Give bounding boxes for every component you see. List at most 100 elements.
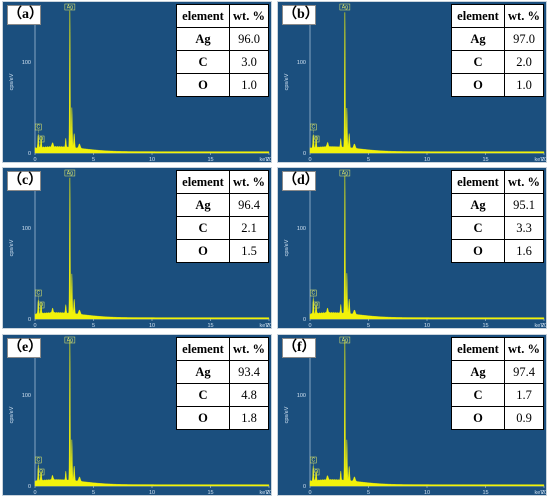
wt-cell: 96.0 xyxy=(229,27,269,51)
element-cell: Ag xyxy=(451,27,505,51)
element-cell: Ag xyxy=(176,27,230,51)
x-tick-label: 5 xyxy=(92,157,95,163)
element-cell: Ag xyxy=(176,193,230,217)
table-row: C 3.3 xyxy=(451,216,544,240)
eds-panel-d: 100 0 cps/eV 0 5 10 15 20 keV C O Ag （d） element wt. %… xyxy=(277,167,547,329)
x-tick-label: 15 xyxy=(482,157,488,163)
peak-label-text: Ag xyxy=(342,171,348,177)
y-tick-label: 100 xyxy=(22,393,31,399)
panel-label: （c） xyxy=(7,171,42,191)
x-tick-label: 15 xyxy=(207,323,213,329)
peak-label-text: C xyxy=(36,291,40,297)
spectrum-area xyxy=(34,177,270,320)
y-axis-label: cps/eV xyxy=(9,73,15,90)
x-tick-label: 10 xyxy=(424,323,430,329)
panel-label: （b） xyxy=(282,5,319,25)
table-row: C 3.0 xyxy=(176,50,269,74)
wt-cell: 97.0 xyxy=(504,27,544,51)
element-cell: Ag xyxy=(451,193,505,217)
element-cell: O xyxy=(451,239,505,263)
peak-label-box xyxy=(37,468,45,476)
spectrum-area xyxy=(34,10,270,154)
header-element: element xyxy=(451,4,505,28)
y-axis-label: cps/eV xyxy=(284,73,290,90)
peak-label-text: Ag xyxy=(67,5,73,11)
peak-marker-c: C xyxy=(310,289,317,300)
x-tick-label: 0 xyxy=(308,157,311,163)
peak-label-text: O xyxy=(314,303,318,309)
composition-table: element wt. % Ag 93.4 C 4.8 O 1.8 xyxy=(176,337,269,430)
panel-label: （f） xyxy=(282,338,316,358)
table-row: C 4.8 xyxy=(176,383,269,407)
x-tick-label: 10 xyxy=(149,323,155,329)
peak-label-text: O xyxy=(314,470,318,476)
spectrum-area xyxy=(309,175,545,320)
element-cell: C xyxy=(176,383,230,407)
wt-cell: 3.3 xyxy=(504,216,544,240)
table-row: C 1.7 xyxy=(451,383,544,407)
peak-label-box xyxy=(339,3,351,11)
peak-label-box xyxy=(339,169,351,177)
y-tick-label: 100 xyxy=(297,393,306,399)
element-cell: O xyxy=(451,73,505,97)
wt-cell: 93.4 xyxy=(229,360,269,384)
wt-cell: 1.6 xyxy=(504,239,544,263)
element-cell: C xyxy=(451,216,505,240)
table-row: O 1.0 xyxy=(176,73,269,97)
panel-label: （e） xyxy=(7,338,42,358)
x-tick-label: 15 xyxy=(207,157,213,163)
y-tick-label: 0 xyxy=(303,151,306,157)
y-axis-label: cps/eV xyxy=(9,406,15,423)
x-tick-label: 20 xyxy=(541,323,547,329)
x-tick-label: 20 xyxy=(541,157,547,163)
x-tick-label: 5 xyxy=(367,490,370,496)
x-axis-unit: keV xyxy=(260,157,270,163)
peak-label-text: C xyxy=(311,291,315,297)
table-row: C 2.1 xyxy=(176,216,269,240)
table-row: Ag 96.0 xyxy=(176,27,269,51)
element-cell: O xyxy=(451,406,505,430)
wt-cell: 4.8 xyxy=(229,383,269,407)
x-tick-label: 10 xyxy=(424,490,430,496)
peak-marker-c: C xyxy=(35,289,42,300)
y-tick-label: 0 xyxy=(28,317,31,323)
table-row: O 1.0 xyxy=(451,73,544,97)
x-tick-label: 0 xyxy=(33,157,36,163)
peak-label-box xyxy=(312,135,320,143)
y-tick-label: 100 xyxy=(297,60,306,66)
peak-label-text: Ag xyxy=(342,338,348,344)
x-tick-label: 0 xyxy=(308,323,311,329)
peak-label-text: Ag xyxy=(67,171,73,177)
wt-cell: 95.1 xyxy=(504,193,544,217)
wt-cell: 1.5 xyxy=(229,239,269,263)
x-tick-label: 5 xyxy=(367,323,370,329)
table-row: Ag 97.0 xyxy=(451,27,544,51)
x-tick-label: 5 xyxy=(92,490,95,496)
element-cell: C xyxy=(176,216,230,240)
peak-marker-c: C xyxy=(310,456,317,467)
peak-marker-ag: Ag xyxy=(64,336,76,344)
y-tick-label: 0 xyxy=(28,151,31,157)
table-row: Ag 96.4 xyxy=(176,193,269,217)
peak-marker-o: O xyxy=(37,468,45,476)
eds-panel-b: 100 0 cps/eV 0 5 10 15 20 keV C O Ag （b） element wt. %… xyxy=(277,1,547,163)
eds-panel-a: 100 0 cps/eV 0 5 10 15 20 keV C O Ag （a） element wt. %… xyxy=(2,1,272,163)
y-axis-label: cps/eV xyxy=(284,406,290,423)
spectrum-area xyxy=(34,340,270,487)
wt-cell: 3.0 xyxy=(229,50,269,74)
header-wt-percent: wt. % xyxy=(229,4,269,28)
table-header-row: element wt. % xyxy=(176,4,269,28)
spectrum-area xyxy=(309,340,545,487)
table-row: O 1.5 xyxy=(176,239,269,263)
eds-panel-f: 100 0 cps/eV 0 5 10 15 20 keV C O Ag （f） element wt. %… xyxy=(277,334,547,496)
x-tick-label: 15 xyxy=(482,490,488,496)
peak-label-text: Ag xyxy=(67,338,73,344)
header-element: element xyxy=(451,337,505,361)
peak-marker-ag: Ag xyxy=(339,336,351,344)
peak-label-text: C xyxy=(36,458,40,464)
x-tick-label: 20 xyxy=(266,157,272,163)
x-tick-label: 10 xyxy=(149,157,155,163)
spectrum-area xyxy=(309,12,545,154)
